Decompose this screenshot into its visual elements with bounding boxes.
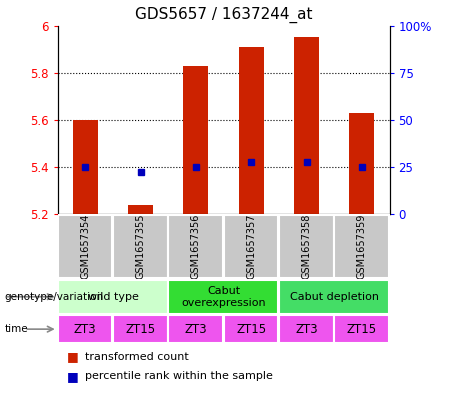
Bar [349,113,374,214]
Text: GSM1657358: GSM1657358 [301,214,312,279]
Bar [168,315,223,343]
Bar [168,215,223,278]
Bar [224,215,278,278]
Bar [58,280,168,314]
Text: time: time [5,324,28,334]
Text: genotype/variation: genotype/variation [5,292,104,302]
Text: transformed count: transformed count [85,351,189,362]
Text: Cabut depletion: Cabut depletion [290,292,379,302]
Text: ZT3: ZT3 [74,323,97,336]
Bar [279,315,334,343]
Text: GSM1657356: GSM1657356 [191,214,201,279]
Text: GSM1657355: GSM1657355 [136,214,146,279]
Bar [239,47,264,214]
Text: ■: ■ [67,370,78,383]
Bar [58,315,112,343]
Text: ■: ■ [67,350,78,363]
Bar [58,215,112,278]
Bar [279,280,389,314]
Bar [224,315,278,343]
Title: GDS5657 / 1637244_at: GDS5657 / 1637244_at [135,7,313,23]
Bar [113,215,168,278]
Text: ZT3: ZT3 [295,323,318,336]
Text: percentile rank within the sample: percentile rank within the sample [85,371,273,382]
Text: GSM1657359: GSM1657359 [357,214,367,279]
Text: wild type: wild type [88,292,138,302]
Bar [168,280,278,314]
Text: ZT15: ZT15 [236,323,266,336]
Text: ZT3: ZT3 [184,323,207,336]
Bar [334,315,389,343]
Bar [128,205,153,214]
Bar [73,120,98,214]
Bar [279,215,334,278]
Text: GSM1657357: GSM1657357 [246,214,256,279]
Bar [294,37,319,214]
Bar [113,315,168,343]
Text: ZT15: ZT15 [347,323,377,336]
Bar [183,66,208,214]
Text: Cabut
overexpression: Cabut overexpression [181,286,266,307]
Bar [334,215,389,278]
Text: GSM1657354: GSM1657354 [80,214,90,279]
Text: ZT15: ZT15 [125,323,156,336]
